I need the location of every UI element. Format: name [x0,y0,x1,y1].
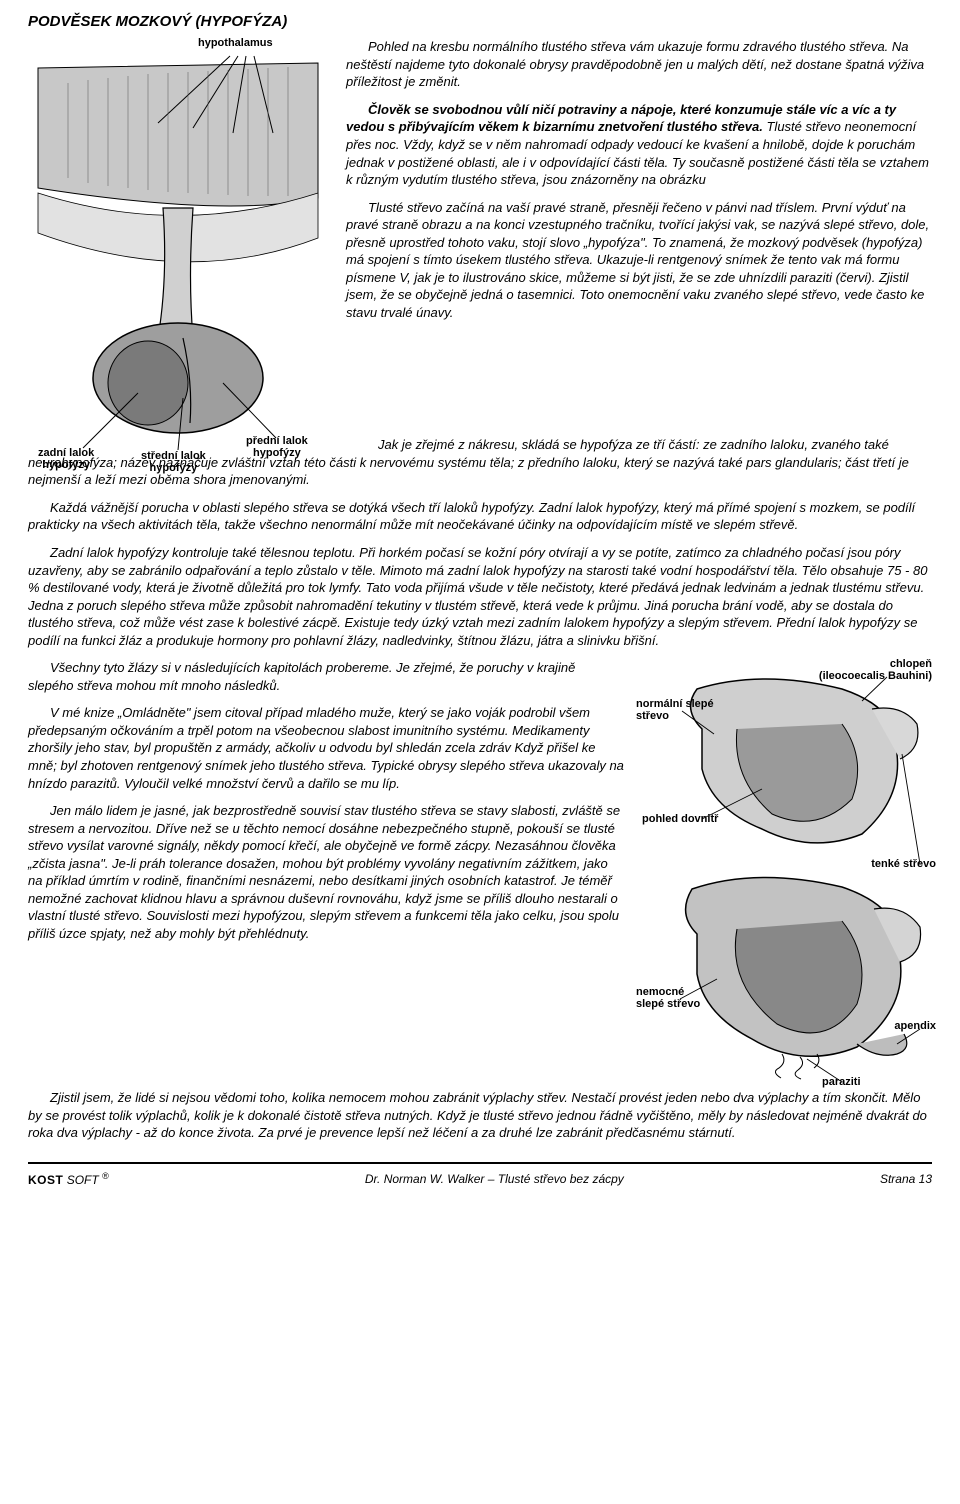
strevo-diagram [642,659,932,1089]
label-paraziti: paraziti [822,1077,861,1089]
paragraph-2: Člověk se svobodnou vůlí ničí potraviny … [346,101,932,189]
footer-center: Dr. Norman W. Walker – Tlusté střevo bez… [109,1171,880,1187]
label-pohled-dovnitr: pohled dovnitř [642,814,718,826]
mid-left-column: Všechny tyto žlázy si v následujících ka… [28,659,624,1089]
paragraph-5: Každá vážnější porucha v oblasti slepého… [28,499,932,534]
paragraph-7: Všechny tyto žlázy si v následujících ka… [28,659,624,694]
top-text-column: Pohled na kresbu normálního tlustého stř… [346,38,932,478]
top-section: hypothalamus zadní lalok hypofýzy středn… [28,38,932,478]
label-chlopen: chlopeň (ileocoecalis Bauhini) [819,659,932,682]
label-nemocne-strevo: nemocné slepé střevo [636,987,700,1010]
label-normalni-strevo: normální slepé střevo [636,699,714,722]
paragraph-3: Tlusté střevo začíná na vaší pravé stran… [346,199,932,322]
mid-section: Všechny tyto žlázy si v následujících ka… [28,659,932,1089]
label-predni-lalok: přední lalok hypofýzy [246,436,308,459]
paragraph-8: V mé knize „Omládněte" jsem citoval příp… [28,704,624,792]
paragraph-1: Pohled na kresbu normálního tlustého stř… [346,38,932,91]
paragraph-10: Zjistil jsem, že lidé si nejsou vědomi t… [28,1089,932,1142]
label-hypothalamus: hypothalamus [198,38,273,50]
paragraph-6: Zadní lalok hypofýzy kontroluje také těl… [28,544,932,649]
page-title: PODVĚSEK MOZKOVÝ (HYPOFÝZA) [28,12,932,32]
label-apendix: apendix [894,1021,936,1033]
page-footer: KOST SOFT ® Dr. Norman W. Walker – Tlust… [28,1162,932,1198]
label-stredni-lalok: střední lalok hypofýzy [141,451,206,474]
footer-brand: KOST SOFT ® [28,1170,109,1188]
brand-reg: ® [102,1171,109,1181]
body-text: Jak je zřejmé z nákresu, skládá se hypof… [28,436,932,1142]
brand-name: KOST [28,1173,63,1187]
figure-hypofyza: hypothalamus zadní lalok hypofýzy středn… [28,38,328,478]
label-zadni-lalok: zadní lalok hypofýzy [38,448,94,471]
brand-soft: SOFT [67,1173,99,1187]
hypofyza-diagram [28,38,328,478]
figure-slepe-strevo: chlopeň (ileocoecalis Bauhini) normální … [642,659,932,1089]
paragraph-9: Jen málo lidem je jasné, jak bezprostřed… [28,802,624,942]
label-tenke-strevo: tenké střevo [871,859,936,871]
footer-page: Strana 13 [880,1171,932,1187]
